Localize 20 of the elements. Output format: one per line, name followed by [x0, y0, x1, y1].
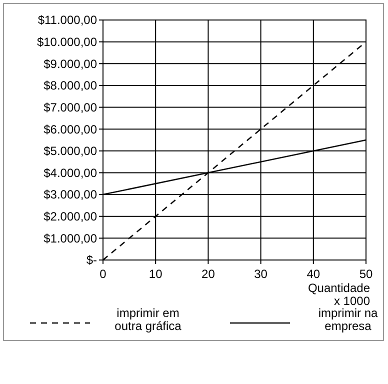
- y-tick-label: $5.000,00: [44, 144, 98, 158]
- y-tick-label: $1.000,00: [44, 231, 98, 246]
- x-tick-label: 50: [359, 267, 373, 281]
- x-tick-label: 40: [306, 267, 320, 281]
- x-tick-label: 20: [202, 267, 216, 281]
- x-tick-label: 0: [100, 267, 107, 281]
- y-tick-label: $8.000,00: [44, 78, 98, 93]
- y-tick-label: $6.000,00: [44, 122, 98, 136]
- y-tick-label: $4.000,00: [44, 166, 98, 180]
- legend-label: imprimir em outra gráfica: [114, 306, 182, 333]
- y-tick-label: $3.000,00: [44, 188, 98, 202]
- y-tick-label: $10.000,00: [36, 35, 98, 50]
- y-tick-label: $-: [86, 253, 97, 268]
- x-tick-label: 10: [148, 267, 163, 281]
- y-tick-label: $7.000,00: [44, 100, 98, 114]
- x-tick-label: 30: [254, 267, 268, 281]
- legend-label: imprimir na empresa: [318, 306, 378, 333]
- y-tick-label: $2.000,00: [44, 210, 98, 224]
- y-tick-label: $11.000,00: [38, 13, 98, 28]
- y-tick-label: $9.000,00: [44, 56, 98, 71]
